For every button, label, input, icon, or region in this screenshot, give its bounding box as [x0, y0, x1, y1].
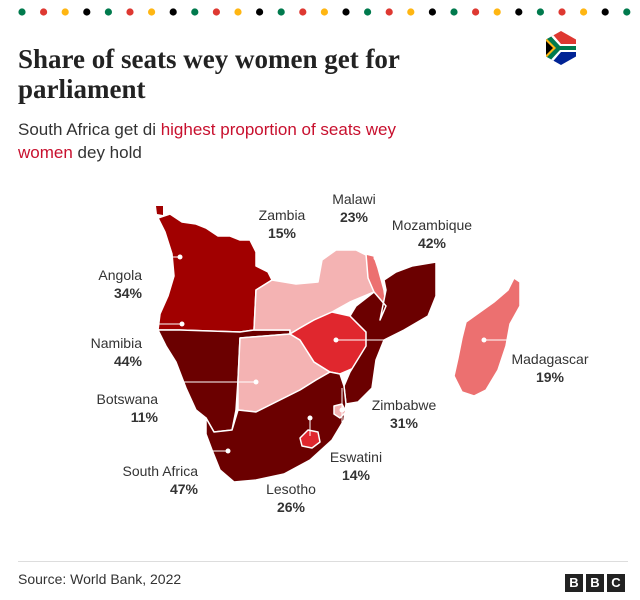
decorative-dot	[472, 8, 480, 16]
south-africa-flag-icon	[546, 31, 576, 65]
bbc-logo-letter: C	[607, 574, 625, 592]
decorative-dot	[148, 8, 156, 16]
leader-lines	[148, 230, 510, 452]
decorative-dot	[18, 8, 26, 16]
label-zimbabwe: Zimbabwe 31%	[371, 397, 437, 431]
subtitle-text-end: dey hold	[72, 143, 142, 162]
bbc-logo-letter: B	[565, 574, 583, 592]
bbc-logo-letter: B	[586, 574, 604, 592]
decorative-dot	[191, 8, 199, 16]
namibia-region[interactable]	[157, 329, 291, 433]
madagascar-region[interactable]	[453, 277, 521, 397]
decorative-dot	[212, 8, 220, 16]
label-mozambique: Mozambique 42%	[391, 217, 473, 251]
decorative-dot	[623, 8, 631, 16]
decorative-dot	[407, 8, 415, 16]
decorative-dot	[320, 8, 328, 16]
decorative-dot	[169, 8, 177, 16]
decorative-dot	[493, 8, 501, 16]
decorative-dot	[450, 8, 458, 16]
decorative-dot	[256, 8, 264, 16]
footer-divider	[18, 561, 628, 562]
decorative-dot	[515, 8, 523, 16]
decorative-dot	[385, 8, 393, 16]
decorative-dot	[277, 8, 285, 16]
decorative-dot	[83, 8, 91, 16]
label-angola: Angola 34%	[98, 267, 142, 301]
decorative-dot	[580, 8, 588, 16]
cabinda-region	[156, 206, 163, 215]
decorative-dot	[234, 8, 242, 16]
lesotho-region[interactable]	[299, 429, 321, 449]
chart-title: Share of seats wey women get for parliam…	[18, 44, 400, 104]
label-eswatini: Eswatini 14%	[329, 449, 383, 483]
label-zambia: Zambia 15%	[258, 207, 306, 241]
decorative-dot	[61, 8, 69, 16]
chart-subtitle: South Africa get di highest proportion o…	[18, 118, 438, 164]
south-africa-region[interactable]	[205, 371, 347, 483]
decorative-dot	[126, 8, 134, 16]
label-lesotho: Lesotho 26%	[266, 481, 316, 515]
decorative-dot	[536, 8, 545, 16]
decorative-dot	[40, 8, 48, 16]
source-note: Source: World Bank, 2022	[18, 571, 182, 587]
decorative-dot	[104, 8, 112, 16]
decorative-dot	[428, 8, 436, 16]
label-madagascar: Madagascar 19%	[511, 351, 589, 385]
decorative-dot	[364, 8, 372, 16]
label-south-africa: South Africa 47%	[122, 463, 199, 497]
label-namibia: Namibia 44%	[90, 335, 142, 369]
decorative-dot	[299, 8, 307, 16]
angola-region[interactable]	[157, 213, 273, 333]
decorative-dot	[342, 8, 350, 16]
decorative-dot	[601, 8, 609, 16]
bbc-logo: B B C	[565, 574, 625, 592]
decorative-dot	[558, 8, 566, 16]
label-botswana: Botswana 11%	[96, 391, 158, 425]
subtitle-text-start: South Africa get di	[18, 120, 161, 139]
leader-dots	[177, 254, 487, 454]
subtitle-highlight: highest proportion of seats wey women	[18, 120, 397, 162]
decorative-dot-border	[18, 8, 631, 16]
label-malawi: Malawi 23%	[332, 191, 376, 225]
